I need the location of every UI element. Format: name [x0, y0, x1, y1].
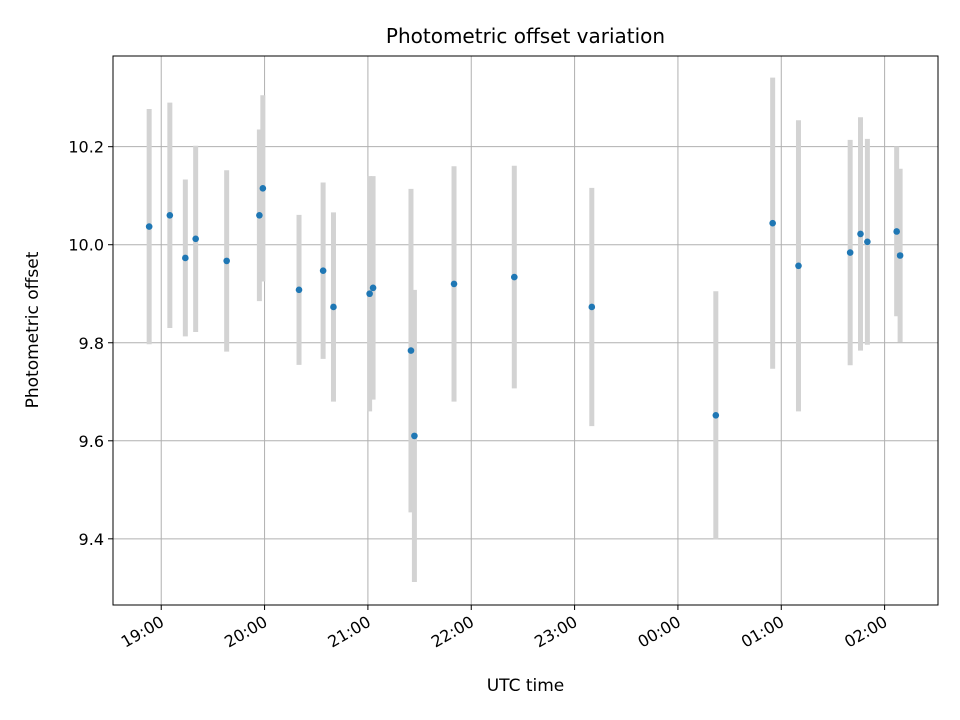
data-point	[295, 286, 303, 294]
data-point	[511, 273, 518, 281]
y-tick-label: 10.0	[68, 236, 104, 255]
data-point	[366, 290, 373, 298]
y-tick-label: 9.8	[79, 334, 104, 353]
data-point	[256, 212, 263, 219]
data-point	[893, 228, 900, 235]
data-point	[369, 284, 377, 292]
data-point	[896, 252, 904, 259]
data-point	[795, 262, 802, 270]
data-points	[145, 185, 904, 440]
y-tick-label: 9.6	[79, 432, 104, 451]
y-axis-title: Photometric offset	[23, 251, 43, 408]
data-point	[588, 303, 596, 311]
data-point	[411, 432, 418, 440]
data-point	[330, 303, 337, 311]
data-point	[145, 223, 153, 230]
data-point	[712, 412, 720, 419]
plot-area	[113, 56, 938, 605]
y-tick-label: 9.4	[79, 530, 104, 549]
data-point	[319, 267, 327, 274]
data-point	[182, 254, 189, 262]
y-tick-label: 10.2	[68, 138, 104, 157]
data-point	[259, 185, 267, 192]
data-point	[192, 235, 199, 243]
data-point	[769, 219, 776, 227]
data-point	[407, 347, 415, 354]
data-point	[857, 230, 864, 238]
data-point	[864, 238, 871, 246]
data-point	[846, 249, 854, 256]
data-point	[223, 257, 230, 265]
plot-frame	[112, 55, 939, 606]
data-point	[166, 212, 174, 219]
data-point	[450, 280, 458, 288]
x-axis-title: UTC time	[487, 676, 565, 696]
chart-title: Photometric offset variation	[386, 24, 665, 48]
y-axis: 9.4 9.6 9.8 10.0 10.2	[68, 138, 113, 549]
